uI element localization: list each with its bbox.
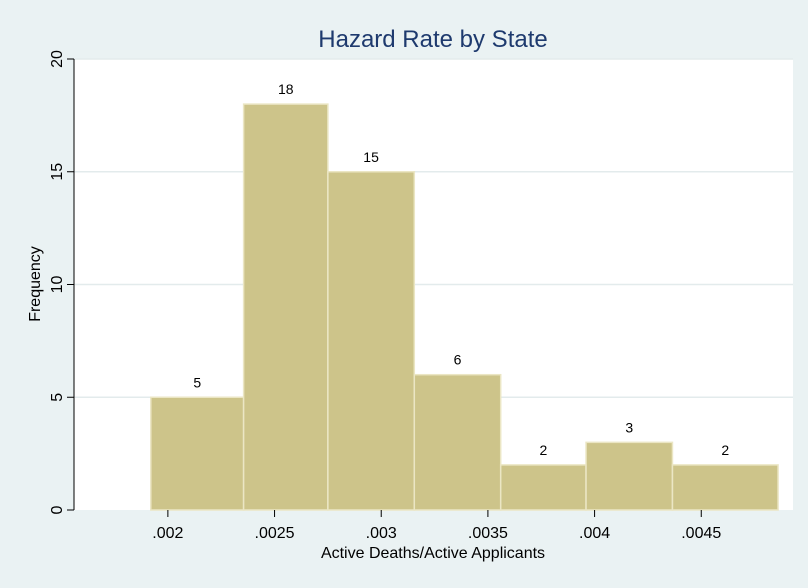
bar-value-label: 15 <box>363 149 379 165</box>
bar-value-label: 6 <box>454 352 462 368</box>
bar-value-label: 3 <box>625 419 633 435</box>
histogram-bar <box>499 464 587 511</box>
x-axis-label: Active Deaths/Active Applicants <box>321 545 545 562</box>
y-axis-label: Frequency <box>27 246 44 322</box>
histogram-bar <box>671 464 779 511</box>
x-tick-label: .002 <box>152 525 183 542</box>
bar-value-label: 2 <box>539 442 547 458</box>
bar-value-label: 18 <box>278 81 294 97</box>
histogram-bar <box>242 103 329 511</box>
histogram-bar <box>327 171 416 511</box>
histogram-bar <box>585 441 674 511</box>
x-tick-label: .003 <box>366 525 397 542</box>
histogram-bar <box>413 373 502 511</box>
chart-title: Hazard Rate by State <box>318 26 547 53</box>
y-tick-label: 0 <box>49 505 66 514</box>
x-tick-label: .0025 <box>255 525 295 542</box>
bars <box>150 103 779 511</box>
bar-value-label: 2 <box>721 442 729 458</box>
bar-labels: 5 18 15 6 2 3 2 <box>193 81 729 458</box>
x-tick-label: .0045 <box>681 525 721 542</box>
x-tick-label: .0035 <box>468 525 508 542</box>
y-tick-label: 5 <box>49 393 66 402</box>
y-tick-label: 10 <box>49 276 66 294</box>
x-tick-label: .004 <box>579 525 610 542</box>
y-tick-label: 20 <box>49 50 66 68</box>
histogram-bar <box>150 396 245 511</box>
y-tick-label: 15 <box>49 163 66 181</box>
y-axis-ticks: 0 5 10 15 20 <box>49 50 74 514</box>
bar-value-label: 5 <box>193 374 201 390</box>
x-axis-ticks: .002 .0025 .003 .0035 .004 .0045 <box>152 510 721 542</box>
